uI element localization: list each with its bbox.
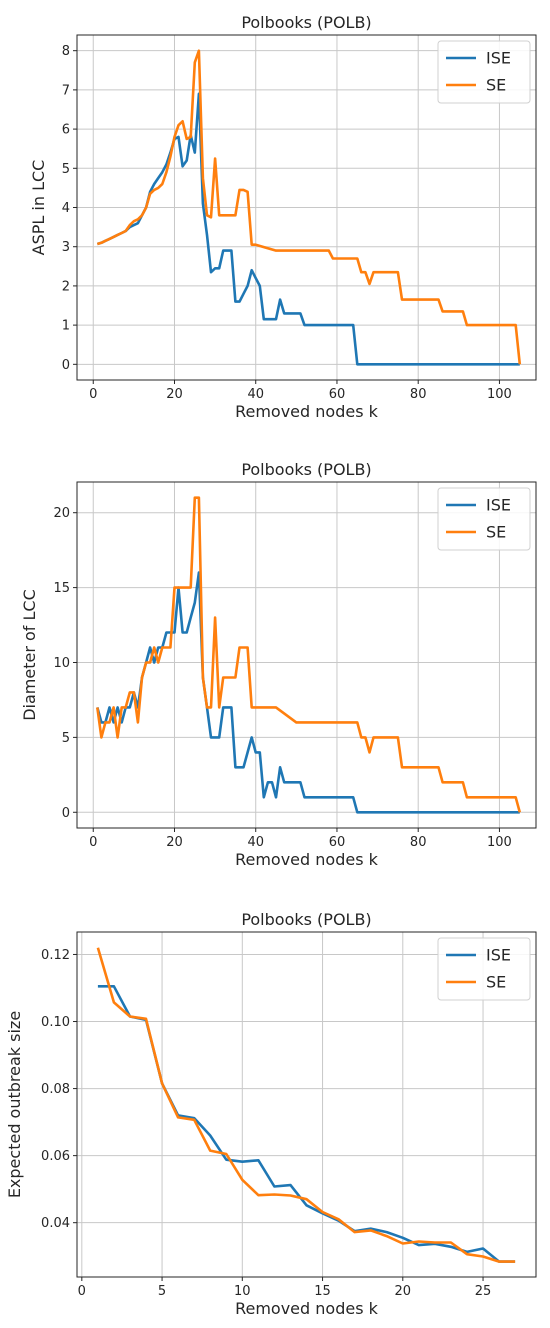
x-tick-label: 100 (487, 387, 512, 402)
y-tick-label: 1 (62, 319, 70, 334)
y-tick-label: 0.08 (41, 1082, 70, 1097)
chart-title: Polbooks (POLB) (241, 13, 371, 32)
y-tick-label: 8 (62, 44, 70, 59)
y-tick-label: 20 (53, 506, 70, 521)
plot-frame (76, 481, 537, 829)
x-tick-label: 80 (410, 835, 427, 850)
plot-frame (76, 34, 537, 381)
legend-box (437, 487, 531, 551)
series-line-se (96, 496, 522, 813)
chart-panel-2: 0 20 40 60 80 100 0 5 10 15 20 Polbooks (POLB) Remov… (20, 460, 537, 869)
x-tick-label: 40 (247, 835, 264, 850)
series-line-ise (96, 571, 520, 814)
y-axis-label: ASPL in LCC (29, 160, 48, 256)
x-tick-label: 25 (475, 1284, 492, 1299)
y-tick-label: 5 (62, 162, 70, 177)
legend-label-se: SE (486, 76, 506, 95)
y-tick-label: 4 (62, 201, 70, 216)
y-tick-label: 0.04 (41, 1216, 70, 1231)
y-axis-label: Diameter of LCC (20, 589, 39, 721)
x-tick-label: 0 (89, 835, 97, 850)
x-tick-label: 40 (247, 387, 264, 402)
y-tick-label: 15 (53, 581, 70, 596)
x-tick-label: 80 (410, 387, 427, 402)
y-tick-label: 10 (53, 656, 70, 671)
y-axis-label: Expected outbreak size (5, 1011, 24, 1198)
legend-box (437, 40, 531, 104)
x-axis-label: Removed nodes k (235, 1299, 379, 1318)
legend-label-se: SE (486, 523, 506, 542)
legend-label-ise: ISE (486, 496, 511, 515)
y-tick-label: 0.06 (41, 1149, 70, 1164)
x-tick-label: 5 (158, 1284, 166, 1299)
y-tick-label: 3 (62, 240, 70, 255)
x-tick-label: 20 (395, 1284, 412, 1299)
y-tick-label: 5 (62, 731, 70, 746)
y-tick-label: 0.10 (41, 1015, 70, 1030)
legend: ISE SE (437, 937, 531, 1001)
x-tick-label: 20 (166, 387, 183, 402)
chart-panel-1: 0 20 40 60 80 100 0 1 2 3 4 5 6 7 8 Polbooks (POLB) Remo… (29, 13, 537, 421)
legend-label-se: SE (486, 973, 506, 992)
x-tick-label: 60 (329, 835, 346, 850)
x-tick-label: 15 (314, 1284, 331, 1299)
y-tick-label: 0.12 (41, 948, 70, 963)
y-tick-label: 7 (62, 83, 70, 98)
plot-frame (76, 931, 537, 1278)
x-tick-label: 60 (329, 387, 346, 402)
y-tick-label: 0 (62, 358, 70, 373)
chart-panel-3: 0 5 10 15 20 25 0.04 0.06 0.08 0.10 0.12 Polbooks (… (5, 910, 537, 1318)
legend: ISE SE (437, 40, 531, 104)
y-tick-label: 6 (62, 123, 70, 138)
legend: ISE SE (437, 487, 531, 551)
x-axis-label: Removed nodes k (235, 402, 379, 421)
x-tick-label: 0 (78, 1284, 86, 1299)
legend-label-ise: ISE (486, 49, 511, 68)
y-tick-label: 2 (62, 279, 70, 294)
x-tick-label: 10 (234, 1284, 251, 1299)
series-line-ise (97, 984, 516, 1263)
series-line-ise (96, 92, 520, 366)
y-tick-label: 0 (62, 806, 70, 821)
x-tick-label: 20 (166, 835, 183, 850)
legend-box (437, 937, 531, 1001)
series-line-se (96, 49, 522, 365)
chart-title: Polbooks (POLB) (241, 460, 371, 479)
series-line-se (96, 947, 516, 1263)
x-tick-label: 0 (89, 387, 97, 402)
legend-label-ise: ISE (486, 946, 511, 965)
x-axis-label: Removed nodes k (235, 850, 379, 869)
chart-title: Polbooks (POLB) (241, 910, 371, 929)
x-tick-label: 100 (487, 835, 512, 850)
